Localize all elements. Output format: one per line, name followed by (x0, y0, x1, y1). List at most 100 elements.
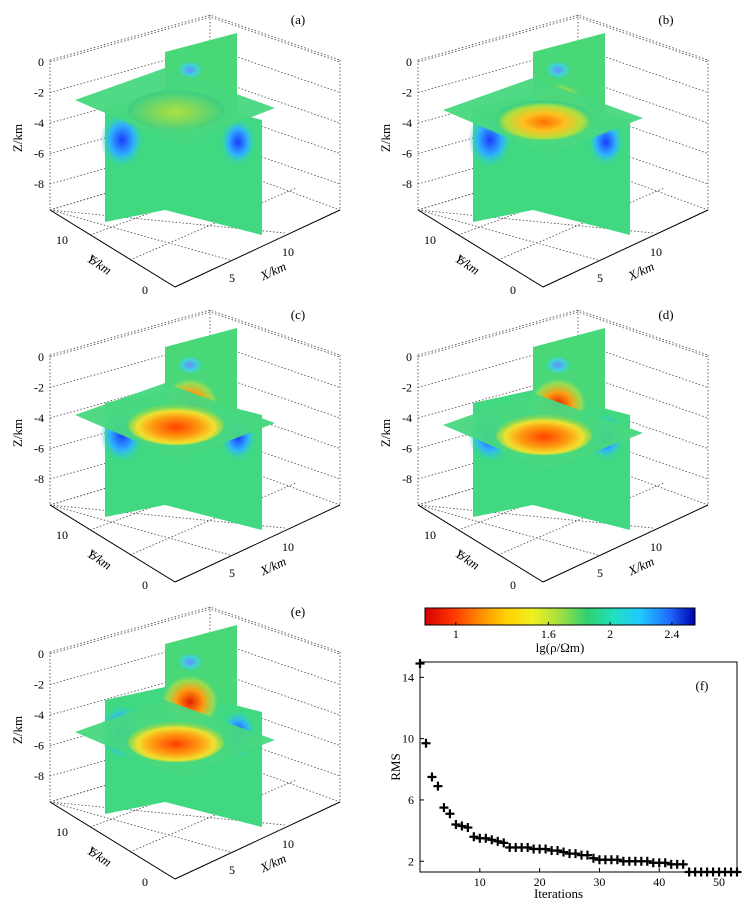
rms-y-axis-label: RMS (388, 753, 403, 780)
colorbar-tick-label: 1.6 (541, 627, 556, 641)
z-tick-label: -6 (34, 147, 44, 161)
x-tick-label: 10 (282, 245, 294, 259)
rms-data-point (427, 772, 437, 782)
x-tick-label: 10 (650, 245, 662, 259)
z-tick-label: -4 (402, 116, 412, 130)
rms-data-point (678, 859, 688, 869)
rms-data-point (559, 847, 569, 857)
rms-data-point (451, 819, 461, 829)
rms-data-point (487, 835, 497, 845)
floor-back-edge (49, 161, 341, 211)
y-axis-line (417, 209, 544, 288)
x-tick-label: 10 (650, 540, 662, 554)
floor-back-edge (49, 456, 341, 506)
y-tick-label: 5 (458, 253, 464, 267)
colorbar-tick-label: 1 (453, 627, 459, 641)
x-tick-label: 5 (229, 863, 235, 877)
y-tick-label: 5 (458, 548, 464, 562)
z-tick-label: -8 (34, 472, 44, 486)
z-tick-label: -2 (34, 678, 44, 692)
y-axis-label: Y/km (84, 843, 114, 870)
y-tick-label: 10 (56, 233, 68, 247)
z-axis-label: Z/km (378, 419, 393, 447)
z-tick-label: -6 (402, 442, 412, 456)
rms-data-point (588, 853, 598, 863)
z-tick-label: -6 (34, 442, 44, 456)
rms-data-point (439, 803, 449, 813)
resistive-anomaly-slice (496, 415, 592, 455)
x-axis-label: X/km (625, 258, 656, 283)
z-tick-label: -6 (34, 739, 44, 753)
floor-gridline (129, 187, 297, 261)
y-axis-label: Y/km (84, 251, 114, 278)
rms-data-point (732, 867, 742, 877)
rms-data-point (457, 821, 467, 831)
rms-data-point (499, 838, 509, 848)
z-tick-label: 0 (38, 350, 44, 364)
y-tick-label: 0 (142, 578, 148, 592)
y-axis-line (49, 209, 176, 288)
x-axis-line (542, 504, 709, 583)
z-tick-label: -2 (34, 86, 44, 100)
rms-data-point (445, 809, 455, 819)
z-tick-label: 0 (406, 55, 412, 69)
x-axis-line (174, 801, 341, 880)
colorbar-label: lg(ρ/Ωm) (536, 640, 585, 655)
z-tick-label: 0 (38, 55, 44, 69)
z-tick-label: -2 (402, 86, 412, 100)
rms-data-point (642, 856, 652, 866)
z-tick-label: -8 (402, 177, 412, 191)
floor-gridline (129, 779, 297, 853)
rms-chart: 10 20 30 40 50 2 6 10 14 Iterations RMS (f) (388, 659, 742, 901)
z-tick-label: -4 (34, 116, 44, 130)
resistive-anomaly-slice (128, 405, 224, 445)
z-tick-label: 0 (38, 647, 44, 661)
z-tick-label: -8 (34, 177, 44, 191)
conductor-top (544, 355, 572, 375)
y-tick-label: 0 (142, 283, 148, 297)
y-tick-label: 10 (424, 528, 436, 542)
conductor-top (544, 60, 572, 80)
y-tick-label: 10 (56, 528, 68, 542)
panel-label: (a) (291, 12, 305, 27)
colorbar-tick-label: 2.4 (664, 627, 679, 641)
conductor-top (176, 355, 204, 375)
colorbar-ticks: 1 1.6 2 2.4 (453, 622, 679, 641)
rms-x-tick-label: 40 (653, 875, 665, 889)
rms-x-tick-label: 10 (474, 875, 486, 889)
rms-data-point (541, 844, 551, 854)
x-tick-label: 10 (282, 837, 294, 851)
y-axis-label: Y/km (452, 546, 482, 573)
x-axis-line (174, 504, 341, 583)
colorbar-gradient (424, 607, 696, 626)
colorbar: 1 1.6 2 2.4 lg(ρ/Ωm) (424, 607, 696, 655)
floor-gridline (497, 482, 665, 556)
panel-axes (417, 209, 709, 288)
x-tick-label: 5 (597, 271, 603, 285)
z-tick-label: -2 (34, 381, 44, 395)
z-axis-label: Z/km (378, 124, 393, 152)
rms-data-point (481, 833, 491, 843)
floor-back-edge (417, 456, 709, 506)
x-tick-label: 5 (229, 566, 235, 580)
y-tick-label: 10 (424, 233, 436, 247)
x-axis-label: X/km (257, 850, 288, 875)
resistive-anomaly-slice (128, 90, 224, 130)
floor-gridline (129, 482, 297, 556)
y-axis-label: Y/km (84, 546, 114, 573)
y-tick-label: 5 (90, 548, 96, 562)
y-tick-label: 5 (90, 253, 96, 267)
rms-data-point (582, 850, 592, 860)
z-axis-label: Z/km (10, 419, 25, 447)
floor-back-edge (417, 161, 709, 211)
rms-plot-frame (419, 661, 738, 873)
rms-data-point (612, 855, 622, 865)
panel-label: (c) (291, 307, 305, 322)
rms-x-tick-label: 30 (593, 875, 605, 889)
z-axis-label: Z/km (10, 124, 25, 152)
z-tick-label: -4 (34, 411, 44, 425)
